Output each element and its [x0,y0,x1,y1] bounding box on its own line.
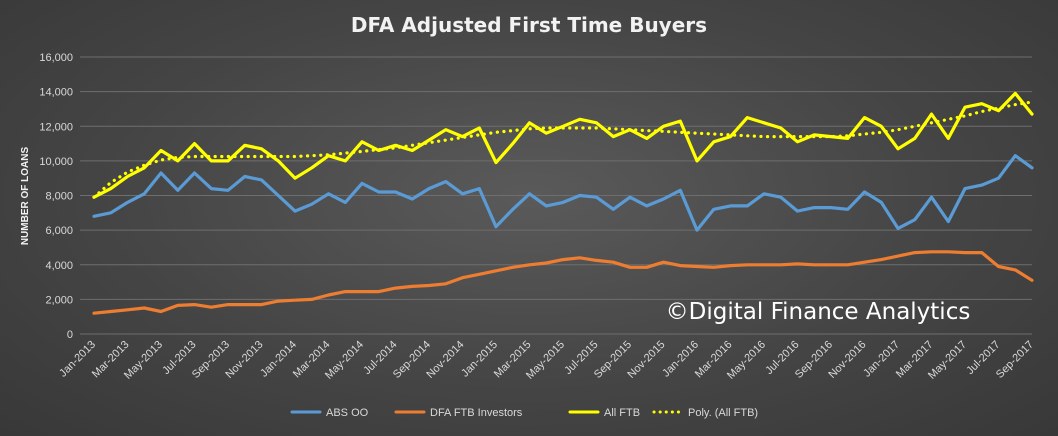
y-tick-label: 2,000 [45,294,73,306]
series-line-abs-oo [92,154,1034,232]
legend-label: Poly. (All FTB) [688,407,758,419]
y-tick-label: 0 [67,329,73,341]
series-line-all-ftb [92,91,1034,199]
y-axis-label: NUMBER OF LOANS [20,147,31,246]
y-tick-label: 14,000 [39,87,73,99]
watermark-text: ©Digital Finance Analytics [666,299,971,325]
legend-label: All FTB [604,407,640,419]
y-tick-label: 8,000 [45,191,73,203]
gridlines [80,56,1032,335]
y-tick-label: 4,000 [45,260,73,272]
chart-title: DFA Adjusted First Time Buyers [351,13,707,37]
y-tick-label: 10,000 [39,156,73,168]
y-tick-label: 16,000 [39,52,73,64]
legend: ABS OO DFA FTB Investors All FTB Poly. (All… [290,407,758,419]
x-axis-ticks: Jan-2013Mar-2013May-2013Jul-2013Sep-2013… [57,339,1036,382]
series-lines [92,91,1034,315]
y-axis-ticks: 0 2,000 4,000 6,000 8,000 10,000 12,000 14,000 1… [39,52,73,341]
series-line-dfa-ftb-investors [92,250,1034,315]
legend-label: ABS OO [326,407,369,419]
y-tick-label: 6,000 [45,225,73,237]
legend-label: DFA FTB Investors [430,407,523,419]
y-tick-label: 12,000 [39,121,73,133]
